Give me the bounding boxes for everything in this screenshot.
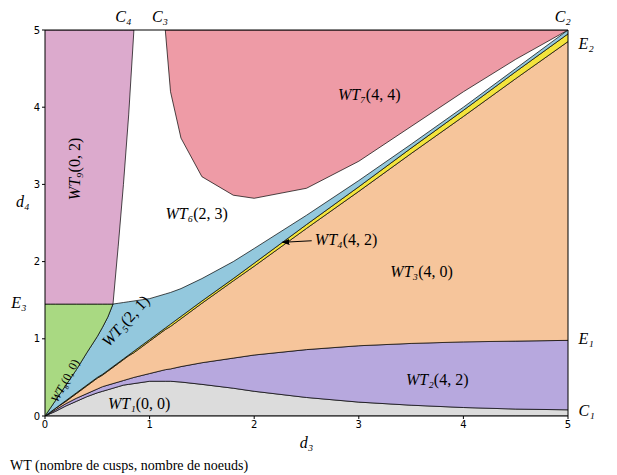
svg-text:0: 0	[34, 411, 40, 422]
svg-text:WT₂(4, 2): WT₂(4, 2)	[406, 371, 468, 389]
svg-text:3: 3	[356, 419, 362, 430]
svg-text:WT₄(4, 2): WT₄(4, 2)	[315, 230, 377, 248]
svg-text:E₃: E₃	[10, 294, 26, 311]
svg-text:2: 2	[251, 419, 257, 430]
svg-text:C₄: C₄	[115, 8, 131, 25]
svg-text:4: 4	[34, 102, 40, 113]
svg-text:3: 3	[34, 179, 40, 190]
svg-text:C₃: C₃	[152, 8, 168, 25]
svg-text:WT₃(4, 0): WT₃(4, 0)	[390, 263, 452, 281]
svg-text:1: 1	[34, 333, 40, 344]
svg-text:5: 5	[34, 25, 40, 36]
svg-text:0: 0	[42, 419, 48, 430]
html-text:WT (nombre de cusps, nombre de: WT (nombre de cusps, nombre de noeuds)	[10, 458, 249, 473]
svg-text:5: 5	[565, 419, 571, 430]
svg-text:4: 4	[460, 419, 466, 430]
svg-text:WT₁(0, 0): WT₁(0, 0)	[108, 395, 170, 413]
svg-text:d₄: d₄	[16, 193, 30, 210]
svg-text:WT₅(2, 1): WT₅(2, 1)	[98, 292, 153, 350]
svg-text:WT₈(0, 0): WT₈(0, 0)	[48, 357, 82, 405]
svg-text:1: 1	[146, 419, 152, 430]
svg-text:WT₉(0, 2): WT₉(0, 2)	[66, 138, 84, 200]
svg-text:C₂: C₂	[555, 8, 572, 25]
svg-text:WT₇(4, 4): WT₇(4, 4)	[338, 85, 400, 103]
svg-text:WT₆(2, 3): WT₆(2, 3)	[165, 205, 227, 223]
svg-text:d₃: d₃	[300, 434, 314, 451]
svg-text:E₁: E₁	[577, 330, 593, 347]
svg-text:E₂: E₂	[577, 35, 594, 52]
svg-text:C₁: C₁	[578, 402, 594, 419]
svg-text:2: 2	[34, 256, 40, 267]
